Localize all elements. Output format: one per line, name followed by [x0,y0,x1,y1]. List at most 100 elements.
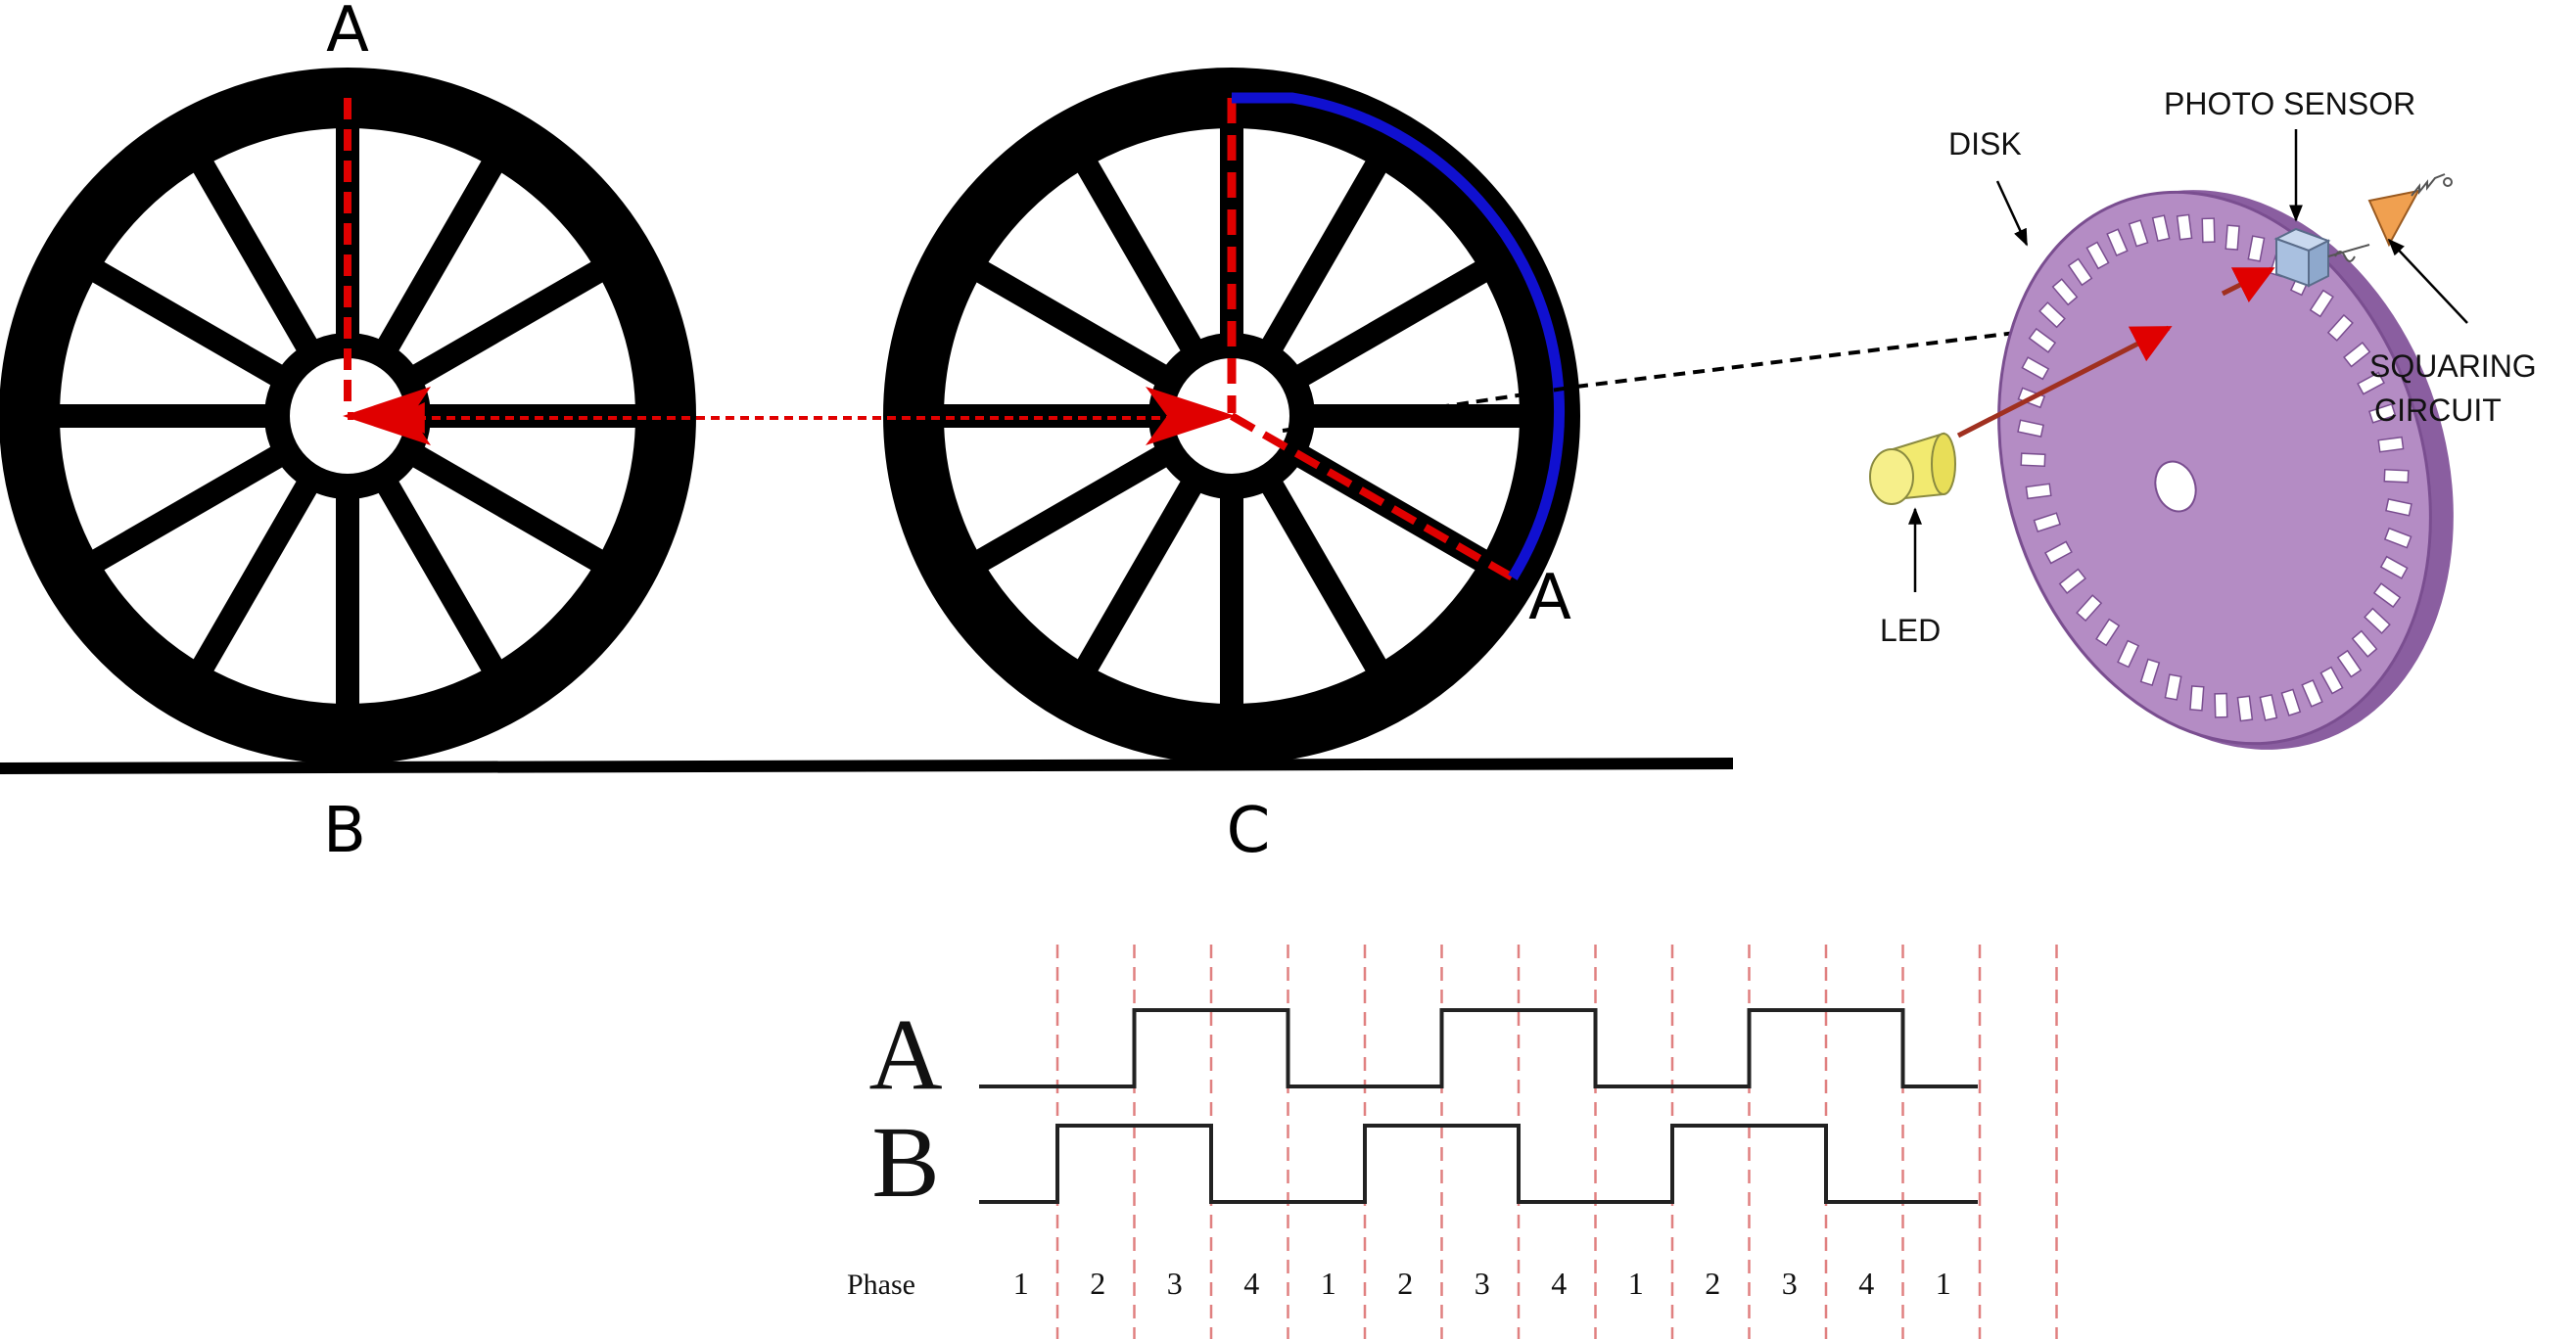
disk-slot [2225,224,2240,251]
phase-number: 3 [1167,1266,1183,1301]
phase-number: 2 [1705,1266,1720,1301]
disk-slot [2326,313,2354,342]
phase-number: 4 [1858,1266,1874,1301]
wheel-right-spoke [1262,156,1389,351]
disk-slot [2106,228,2129,257]
right-rotated-radius [1230,412,1515,581]
disk-slot [2051,278,2079,306]
disk-slots [2017,213,2412,722]
sensor-signal-wiggle [2334,251,2356,262]
disk-slot [2383,527,2412,549]
disk-slot [2379,555,2409,579]
disk-slot [2189,685,2205,712]
rotation-arc [1232,92,1566,580]
phase-number: 1 [1628,1266,1644,1301]
phase-number: 2 [1397,1266,1413,1301]
disk-slot [2058,568,2086,594]
phase-number: 4 [1243,1266,1259,1301]
disk-slot [2151,214,2171,243]
wheel-right-spoke [971,258,1167,386]
disk-slot [2351,629,2378,658]
disk-slot [2164,673,2182,701]
disk-slot [2364,607,2391,634]
sensor-wire [2327,244,2370,257]
disk-slot [2385,498,2412,517]
ground-line [0,758,1734,774]
disk-pointer [1995,180,2029,247]
wheel-right-spoke [1262,481,1389,676]
label-phase: Phase [847,1269,915,1301]
phase-number: 3 [1475,1266,1490,1301]
disk-slot [2280,688,2302,716]
disk-slot [2176,213,2193,241]
disk-slot [2377,436,2405,453]
label-disk: DISK [1948,126,2022,162]
disk-slot [2201,217,2216,244]
phase-number: 3 [1782,1266,1798,1301]
disk-slot [2319,666,2344,695]
phase-number: 1 [1321,1266,1336,1301]
disk-slot [2117,639,2140,669]
wheel-left-spoke [87,258,283,386]
label-squaring-1: SQUARING [2369,348,2537,384]
encoder-link-arrow-2 [1575,313,2098,389]
disk-slot [2038,301,2066,329]
disk-slot [2020,452,2046,468]
label-left-top: A [326,0,369,67]
light-beam [1956,325,2173,439]
disk-slot [2343,342,2371,368]
disk-slot [2128,219,2149,248]
disk-slot [2236,695,2254,722]
led-icon [1869,432,1956,505]
wheel-right-spoke [971,446,1167,574]
disk-slot [2085,241,2110,270]
wheel-left-spoke [412,446,608,574]
disk-slot [2301,678,2323,708]
label-channel-a: A [868,998,942,1111]
phase-number: 2 [1090,1266,1105,1301]
disk-slot [2247,235,2266,262]
waveform-b [979,1124,1978,1204]
disk-slot [2383,468,2410,484]
disk-slot [2139,658,2161,686]
label-channel-b: B [871,1106,939,1219]
amplifier-icon [2367,189,2420,248]
disk-slot [2025,483,2052,500]
waveform-a [979,1008,1978,1088]
disk-hub-hole [2154,460,2197,513]
disk-slot [2357,371,2385,395]
disk-slot [2309,289,2334,318]
wheel-right-spoke [1296,258,1492,386]
wheel-left-spoke [87,446,283,574]
disk-slot [2033,512,2062,532]
label-right-rim: A [1528,562,1571,634]
disk-slot [2095,618,2121,647]
disk-slot [2214,692,2228,718]
label-left-bottom: B [323,795,366,867]
label-squaring-2: CIRCUIT [2374,392,2502,428]
wheel-left-spoke [190,156,317,351]
phase-numbers: 1 2 3 4 1 2 3 4 1 2 3 4 1 [1013,1266,1951,1301]
disk-slot [2372,582,2402,609]
disk-slot [2067,257,2093,287]
wheel-left-spoke [190,481,317,676]
phase-number: 1 [1936,1266,1951,1301]
square-wave-symbol [2411,173,2446,197]
photo-sensor-icon [2273,227,2331,288]
disk-slot [2367,403,2397,424]
wheel-left-spoke [412,258,608,386]
phase-number: 4 [1551,1266,1567,1301]
disk-slot [2017,419,2044,438]
encoder-link-arrow [1282,385,1577,433]
light-beam-out [2221,266,2275,302]
wheel-right-spoke [1074,481,1201,676]
output-terminal [2443,177,2453,187]
squaring-pointer [2387,238,2468,324]
wheel-right-spoke [1074,156,1201,351]
wheel-left-spoke [378,156,505,351]
disk-slot [2076,594,2103,623]
label-right-bottom: C [1227,795,1271,867]
disk-slot [2044,540,2073,565]
encoder-disk-icon [1997,190,2454,750]
right-center-arrowhead [1146,387,1236,445]
